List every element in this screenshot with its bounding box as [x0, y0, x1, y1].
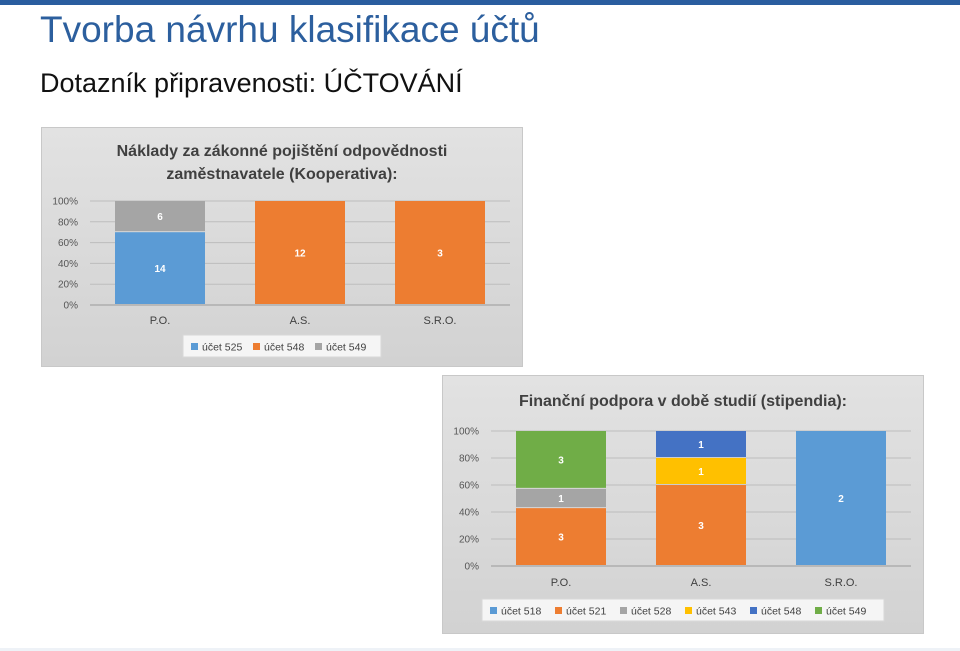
y-tick-label: 80% — [459, 454, 479, 465]
bar-segment — [516, 508, 606, 565]
bar-segment — [656, 431, 746, 457]
legend-label: účet 528 — [631, 606, 671, 618]
y-tick-label: 40% — [459, 508, 479, 519]
x-category-label: A.S. — [691, 577, 712, 589]
data-label: 3 — [437, 249, 443, 260]
bar-segment — [516, 431, 606, 488]
slide-title: Tvorba návrhu klasifikace účtů — [40, 9, 540, 50]
y-tick-label: 100% — [453, 427, 479, 438]
bar-segment — [796, 431, 886, 565]
legend-swatch — [555, 607, 562, 614]
bar-segment — [115, 232, 205, 304]
y-tick-label: 80% — [58, 217, 78, 228]
slide-subtitle: Dotazník připravenosti: ÚČTOVÁNÍ — [40, 68, 463, 98]
legend-swatch — [750, 607, 757, 614]
y-tick-label: 60% — [58, 238, 78, 249]
y-tick-label: 20% — [58, 280, 78, 291]
data-label: 2 — [838, 494, 844, 505]
legend-swatch — [685, 607, 692, 614]
data-label: 1 — [558, 494, 564, 505]
data-label: 3 — [558, 455, 564, 466]
y-tick-label: 20% — [459, 535, 479, 546]
legend-box — [182, 334, 382, 358]
legend-label: účet 549 — [326, 342, 366, 354]
legend-label: účet 548 — [264, 342, 304, 354]
x-category-label: A.S. — [290, 315, 311, 327]
chart-insurance: Náklady za zákonné pojištění odpovědnost… — [52, 143, 510, 358]
legend-swatch — [253, 343, 260, 350]
legend-label: účet 549 — [826, 606, 866, 618]
legend-swatch — [315, 343, 322, 350]
top-accent-bar — [0, 0, 960, 5]
x-category-label: S.R.O. — [423, 315, 456, 327]
x-category-label: P.O. — [150, 315, 171, 327]
y-tick-label: 40% — [58, 259, 78, 270]
legend-swatch — [620, 607, 627, 614]
data-label: 12 — [294, 249, 306, 260]
y-tick-label: 100% — [52, 197, 78, 208]
chart-scholarship: Finanční podpora v době studií (stipendi… — [453, 393, 911, 622]
x-category-label: S.R.O. — [824, 577, 857, 589]
bar-segment — [516, 488, 606, 508]
legend-label: účet 543 — [696, 606, 736, 618]
chart-title-line: Náklady za zákonné pojištění odpovědnost… — [117, 143, 448, 160]
legend-label: účet 548 — [761, 606, 801, 618]
data-label: 1 — [698, 467, 704, 478]
bar-segment — [255, 201, 345, 304]
bottom-divider — [0, 648, 960, 651]
legend-swatch — [490, 607, 497, 614]
chart-title-line: zaměstnavatele (Kooperativa): — [166, 166, 397, 183]
bar-segment — [656, 485, 746, 565]
data-label: 3 — [558, 533, 564, 544]
bar-segment — [395, 201, 485, 304]
data-label: 3 — [698, 521, 704, 532]
chart-title-line: Finanční podpora v době studií (stipendi… — [519, 393, 847, 410]
chart-panel-scholarship: Finanční podpora v době studií (stipendi… — [442, 375, 924, 634]
legend-box — [481, 598, 885, 622]
bar-segment — [115, 201, 205, 232]
data-label: 1 — [698, 440, 704, 451]
x-category-label: P.O. — [551, 577, 572, 589]
chart-panel-insurance: Náklady za zákonné pojištění odpovědnost… — [41, 127, 523, 367]
legend-label: účet 525 — [202, 342, 242, 354]
y-tick-label: 0% — [64, 301, 79, 312]
bar-segment — [656, 458, 746, 484]
legend-label: účet 518 — [501, 606, 541, 618]
legend-swatch — [815, 607, 822, 614]
data-label: 6 — [157, 212, 163, 223]
y-tick-label: 60% — [459, 481, 479, 492]
legend-label: účet 521 — [566, 606, 606, 618]
y-tick-label: 0% — [465, 562, 480, 573]
data-label: 14 — [154, 264, 166, 275]
legend-swatch — [191, 343, 198, 350]
